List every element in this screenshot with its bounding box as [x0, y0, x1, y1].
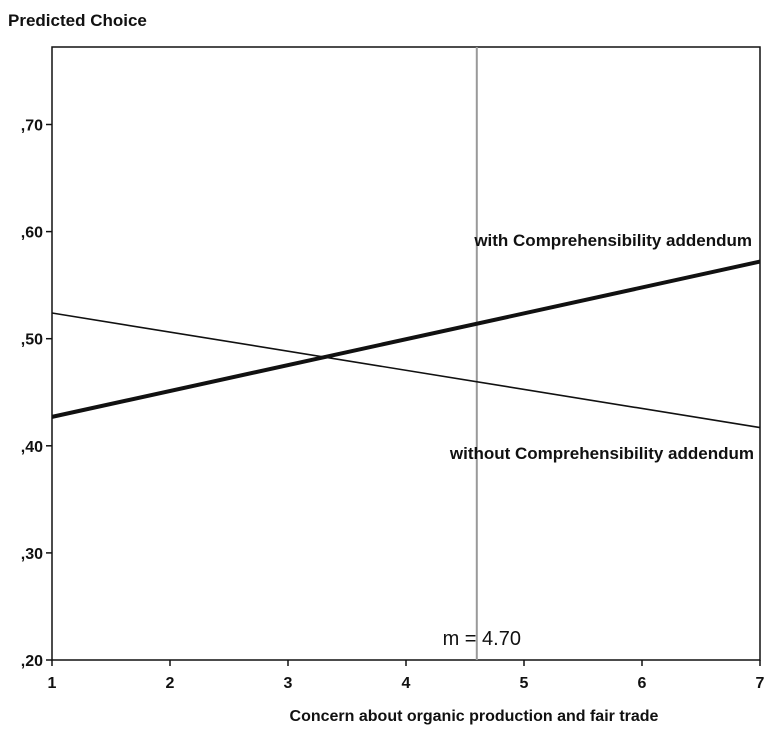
y-tick-label: ,30	[21, 546, 43, 563]
x-tick-label: 1	[48, 675, 57, 692]
x-axis-title: Concern about organic production and fai…	[290, 708, 659, 725]
y-tick-label: ,40	[21, 439, 43, 456]
y-tick-label: ,70	[21, 118, 43, 135]
x-ticks: 1 2 3 4 5 6 7	[48, 660, 765, 692]
y-tick-label: ,60	[21, 225, 43, 242]
series-line-with-addendum	[51, 259, 761, 419]
plot-frame	[51, 46, 761, 661]
mean-annotation: m = 4.70	[443, 628, 521, 650]
x-tick-label: 3	[284, 675, 293, 692]
y-axis-title: Predicted Choice	[8, 11, 147, 30]
x-tick-label: 2	[166, 675, 175, 692]
x-tick-label: 6	[638, 675, 647, 692]
y-tick-label: ,50	[21, 332, 43, 349]
x-tick-label: 4	[402, 675, 411, 692]
series-lines	[51, 259, 761, 429]
series-line-without-addendum	[51, 312, 761, 429]
series-label-without-addendum: without Comprehensibility addendum	[449, 444, 754, 463]
x-tick-label: 5	[520, 675, 529, 692]
x-tick-label: 7	[756, 675, 765, 692]
y-tick-label: ,20	[21, 653, 43, 670]
y-ticks: ,20 ,30 ,40 ,50 ,60 ,70	[21, 118, 52, 670]
series-label-with-addendum: with Comprehensibility addendum	[473, 231, 752, 250]
